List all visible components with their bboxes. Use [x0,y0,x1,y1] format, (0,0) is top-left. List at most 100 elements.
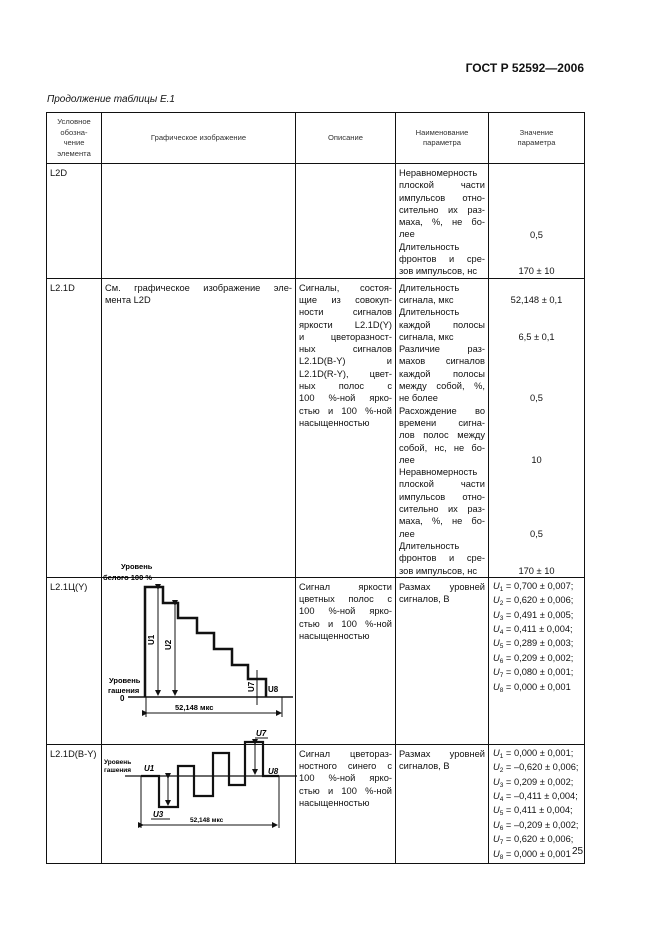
u3-label: U3 [153,810,164,819]
text-line: зов импульсов, нс [399,565,477,576]
text-line: Значение [519,127,554,137]
parameter-value-cell: U1 = 0,700 ± 0,007; U2 = 0,620 ± 0,006; U3… [488,576,585,745]
text-line: лее [399,528,415,539]
text-line: каждой полосы [399,368,485,379]
u7-label: U7 [256,729,267,738]
u-symbol: U [493,681,500,692]
u-symbol: U [493,848,500,859]
table-header-row: Условное обозна-чение элемента Графическое … [46,112,585,164]
text-line: лее [399,229,415,240]
description-cell [295,163,396,279]
description-cell: Сигнал яркости цветных полос с 100 %-ной я… [295,576,396,745]
element-code-cell: L2D [46,163,102,279]
text-line: ностного синего с [299,761,392,772]
text-line: Сигналы, состоя- [299,282,392,293]
u-index: 1 [499,752,504,760]
u-value: U5 = 0,289 ± 0,003; [493,638,574,651]
parameter-value: 170 ± 10 [492,540,581,577]
u-index: 6 [499,657,504,665]
u-index: 8 [499,853,504,861]
text-line: L2.1D(R-Y), цвет- [299,368,392,379]
parameter-value-cell: 52,148 ± 0,1 6,5 ± 0,1 0,5 10 0,5 170 ± 10 [488,277,585,578]
parameter-name: Расхождение во времени сигна-лов полос ме… [399,405,485,466]
description-cell: Сигналы, состоя-щие из совокуп-ности сиг… [295,277,396,578]
parameter-name-cell: Размах уровней сигналов, В [395,576,489,745]
text-line: Сигнал цветораз- [299,748,392,759]
staircase-signal [143,585,268,697]
u-value: U2 = –0,620 ± 0,006; [493,762,579,775]
u-value: U4 = 0,411 ± 0,004; [493,624,573,637]
text-line: 100 %-ной ярко- [299,393,392,404]
u-index: 5 [499,810,504,818]
u-value: U1 = 0,700 ± 0,007; [493,580,574,593]
parameter-value: 52,148 ± 0,1 [492,282,581,307]
u-symbol: U [493,776,500,787]
text-line: фронтов и сре- [399,553,485,564]
text-line: ности сигналов [299,307,392,318]
parameter-value-cell: 0,5 170 ± 10 [488,163,585,279]
zero-label: 0 [120,694,125,703]
text-line: плоской части [399,180,485,191]
page-number: 25 [572,846,584,857]
u-symbol: U [493,834,500,845]
text-line: маха, %, не бо- [399,516,485,527]
text-line: Длительность [399,307,460,318]
text-line: насыщенностью [299,631,370,642]
table-row: L2.1D См. графическое изображение эле-мен… [46,277,585,578]
text-line: Различие раз- [399,344,485,355]
text-line: лов полос между [399,430,485,441]
value-text: 0,5 [530,393,543,404]
value-text: 52,148 ± 0,1 [510,294,563,305]
description-cell: Сигнал цветораз-ностного синего с 100 %-н… [295,743,396,865]
graphic-cell: См. графическое изображение эле-мента L2… [101,277,296,578]
text-line: не более [399,393,438,404]
text-line: Длительность [399,241,460,252]
text-line: элемента [57,148,91,158]
text-line: сительно их раз- [399,504,485,515]
u-symbol: U [493,747,500,758]
text-line: Сигнал яркости [299,581,392,592]
blank-level-label: Уровень [104,759,131,766]
u-symbol: U [493,667,500,678]
text-line: сительно их раз- [399,204,485,215]
u2-label: U2 [164,639,173,650]
u-symbol: U [493,595,500,606]
element-code-cell: L2.1Ц(Y) [46,576,102,745]
text-line: сигнала, мкс [399,331,454,342]
text-line: Расхождение во [399,405,485,416]
u-value: U6 = –0,209 ± 0,002; [493,819,579,832]
text-line: сигналов, В [399,761,450,772]
text-line: стью и 100 %-ной [299,405,392,416]
text-line: ных полос с [299,381,392,392]
text-line: См. графическое изображение эле- [105,282,292,293]
elements-table: Условное обозна-чение элемента Графическое … [46,112,585,865]
u-index: 4 [499,629,504,637]
text-line: собой, нс, не бо- [399,442,485,453]
parameter-name: Неравномерность плоской части импульсов от… [399,466,485,540]
u1-label: U1 [144,764,155,773]
u-index: 6 [499,824,504,832]
value-text: 6,5 ± 0,1 [518,331,555,342]
text-line: стью и 100 %-ной [299,618,392,629]
blank-level-label-2: гашения [108,686,139,695]
color-difference-diagram: Уровень гашения U1 U3 U7 U8 52,148 мкс [104,729,297,828]
u8-label: U8 [268,767,279,776]
parameter-value: 0,5 [492,167,581,241]
u-symbol: U [493,762,500,773]
parameter-value-cell: U1 = 0,000 ± 0,001; U2 = –0,620 ± 0,006; U… [488,743,585,865]
u-value: U5 = 0,411 ± 0,004; [493,805,573,818]
u-index: 3 [499,781,504,789]
u-index: 4 [499,796,504,804]
text-line: махов сигналов [399,356,485,367]
text-line: ных сигналов [299,344,392,355]
u-symbol: U [493,791,500,802]
text-line: Размах уровней [399,581,485,592]
text-line: яркости L2.1D(Y) [299,319,392,330]
u-index: 8 [499,686,504,694]
text-line: Длительность [399,540,460,551]
u-index: 1 [499,585,504,593]
u-value: U7 = 0,080 ± 0,001; [493,667,574,680]
column-header: Графическое изображение [101,112,296,164]
